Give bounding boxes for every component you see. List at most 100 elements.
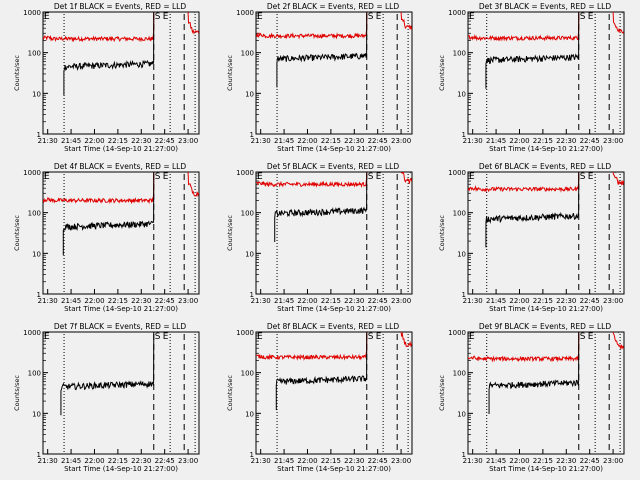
x-tick-label: 22:45	[155, 457, 175, 465]
y-axis-label: Counts/sec	[13, 215, 21, 251]
x-tick-label: 22:30	[344, 457, 364, 465]
plot-frame	[42, 11, 200, 135]
y-tick-label: 10	[245, 250, 254, 258]
flag-right: E	[588, 332, 594, 342]
x-tick-label: 21:30	[463, 457, 483, 465]
x-tick-label: 21:45	[486, 297, 506, 305]
lld-series-line	[468, 332, 580, 363]
x-tick-label: 22:45	[580, 137, 600, 145]
x-tick-label: 22:45	[580, 297, 600, 305]
x-axis-label: Start Time (14-Sep-10 21:27:00)	[277, 145, 391, 153]
panel-title: Det 2f BLACK = Events, RED = LLD	[267, 2, 400, 11]
x-tick-label: 22:30	[556, 137, 576, 145]
x-tick-label: 21:30	[38, 137, 58, 145]
x-tick-label: 22:15	[108, 297, 128, 305]
plot-frame	[467, 171, 625, 295]
lld-post-line	[187, 172, 199, 197]
y-tick-label: 1	[37, 451, 41, 459]
panel-det-6f: Det 6f BLACK = Events, RED = LLD 1 10 100 10…	[438, 162, 625, 313]
x-tick-label: 22:30	[556, 297, 576, 305]
y-tick-label: 10	[457, 250, 466, 258]
flag-middle: S	[368, 172, 374, 182]
y-tick-label: 1	[250, 451, 254, 459]
lld-post-line	[400, 12, 412, 30]
events-series-line	[276, 12, 368, 88]
flag-left: E	[257, 12, 263, 22]
y-tick-label: 1000	[448, 169, 466, 177]
x-tick-label: 22:30	[131, 297, 151, 305]
lld-series-line	[256, 172, 368, 188]
flag-right: E	[376, 332, 382, 342]
y-tick-label: 100	[28, 210, 41, 218]
flag-right: E	[376, 172, 382, 182]
events-series-line	[63, 12, 155, 96]
y-tick-label: 10	[32, 90, 41, 98]
flag-right: E	[163, 12, 169, 22]
panel-det-3f: Det 3f BLACK = Events, RED = LLD 1 10 100 10…	[438, 2, 625, 153]
y-axis-label: Counts/sec	[438, 215, 446, 251]
x-tick-label: 22:00	[297, 297, 317, 305]
x-tick-label: 21:30	[463, 137, 483, 145]
panel-title: Det 8f BLACK = Events, RED = LLD	[267, 322, 400, 331]
y-tick-label: 1	[250, 291, 254, 299]
lld-series-line	[43, 12, 155, 43]
y-tick-label: 1000	[448, 9, 466, 17]
flag-middle: S	[580, 12, 586, 22]
lld-series-line	[468, 12, 580, 42]
y-axis-label: Counts/sec	[13, 375, 21, 411]
flag-right: E	[588, 172, 594, 182]
flag-middle: S	[580, 332, 586, 342]
flag-middle: S	[155, 172, 161, 182]
plot-frame	[467, 11, 625, 135]
x-tick-label: 21:45	[486, 137, 506, 145]
y-tick-label: 100	[453, 370, 466, 378]
flag-middle: S	[580, 172, 586, 182]
x-tick-label: 23:00	[603, 297, 623, 305]
x-tick-label: 22:45	[580, 457, 600, 465]
x-tick-label: 22:15	[321, 297, 341, 305]
x-tick-label: 21:45	[486, 457, 506, 465]
x-tick-label: 23:00	[603, 457, 623, 465]
plot-frame	[255, 331, 413, 455]
y-axis-label: Counts/sec	[226, 375, 234, 411]
lld-series-line	[256, 332, 368, 361]
x-tick-label: 22:45	[155, 137, 175, 145]
x-tick-label: 23:00	[391, 297, 411, 305]
x-tick-label: 23:00	[391, 137, 411, 145]
x-tick-label: 21:45	[61, 457, 81, 465]
x-tick-label: 22:30	[344, 297, 364, 305]
panel-title: Det 1f BLACK = Events, RED = LLD	[54, 2, 187, 11]
x-axis-label: Start Time (14-Sep-10 21:27:00)	[277, 465, 391, 473]
lld-post-line	[612, 172, 624, 186]
x-axis-label: Start Time (14-Sep-10 21:27:00)	[489, 305, 603, 313]
x-tick-label: 22:30	[556, 457, 576, 465]
flag-left: E	[469, 172, 475, 182]
x-axis-label: Start Time (14-Sep-10 21:27:00)	[489, 145, 603, 153]
flag-left: E	[44, 332, 50, 342]
flag-right: E	[163, 332, 169, 342]
panel-det-8f: Det 8f BLACK = Events, RED = LLD 1 10 100 10…	[226, 322, 413, 473]
x-tick-label: 22:00	[297, 137, 317, 145]
events-series-line	[485, 12, 580, 89]
y-tick-label: 1	[37, 131, 41, 139]
x-axis-label: Start Time (14-Sep-10 21:27:00)	[64, 145, 178, 153]
events-series-line	[488, 332, 580, 415]
lld-post-line	[187, 12, 199, 35]
flag-left: E	[257, 172, 263, 182]
flag-middle: S	[368, 12, 374, 22]
events-series-line	[485, 172, 580, 248]
panel-title: Det 7f BLACK = Events, RED = LLD	[54, 322, 187, 331]
plot-frame	[255, 171, 413, 295]
y-tick-label: 1000	[448, 329, 466, 337]
events-series-line	[274, 172, 368, 242]
plot-frame	[255, 11, 413, 135]
x-tick-label: 22:00	[509, 137, 529, 145]
panel-det-4f: Det 4f BLACK = Events, RED = LLD 1 10 100 10…	[13, 162, 200, 313]
x-tick-label: 22:30	[131, 457, 151, 465]
x-tick-label: 23:00	[178, 297, 198, 305]
lld-post-line	[400, 172, 412, 184]
x-tick-label: 22:15	[533, 137, 553, 145]
x-tick-label: 22:00	[509, 297, 529, 305]
x-tick-label: 23:00	[178, 137, 198, 145]
x-tick-label: 21:30	[251, 137, 271, 145]
